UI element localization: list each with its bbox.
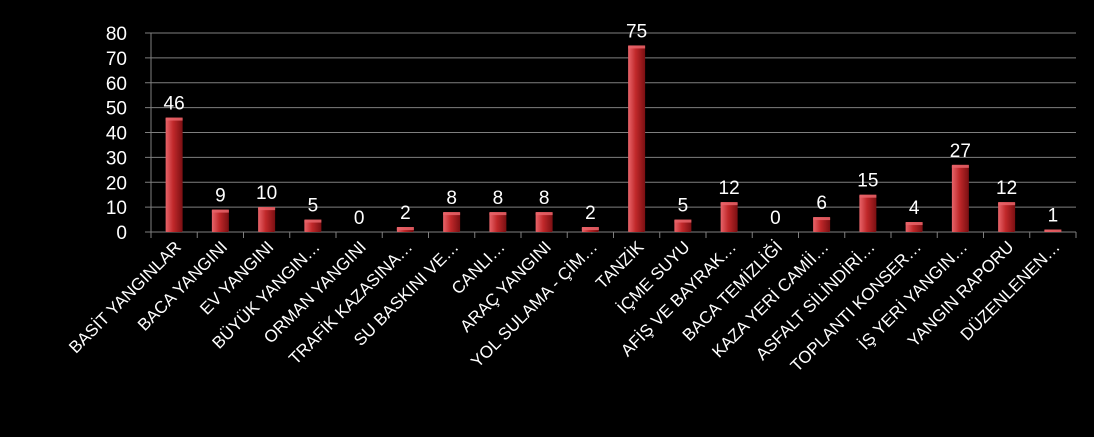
data-label: 8 — [493, 188, 504, 209]
bar — [813, 217, 831, 232]
data-label: 2 — [585, 203, 596, 224]
bar — [304, 219, 322, 232]
y-tick-label: 80 — [106, 24, 127, 45]
data-label: 46 — [164, 94, 185, 115]
y-tick-label: 10 — [106, 198, 127, 219]
bar-top-highlight — [304, 219, 322, 223]
axes — [145, 32, 1077, 238]
y-tick-label: 50 — [106, 99, 127, 120]
bar — [628, 45, 646, 232]
data-labels: 46 9 10 5 0 2 8 8 8 2 75 5 12 0 6 15 4 27 12 1 — [164, 21, 1059, 229]
y-tick-label: 70 — [106, 49, 127, 70]
bar-top-highlight — [396, 227, 414, 231]
data-label: 8 — [539, 188, 550, 209]
bar-top-highlight — [443, 212, 461, 216]
bar — [535, 212, 553, 232]
bar-top-highlight — [1044, 229, 1062, 232]
bar — [998, 202, 1016, 232]
bar — [489, 212, 507, 232]
data-label: 27 — [950, 141, 971, 162]
bar — [165, 117, 183, 232]
data-label: 0 — [354, 208, 365, 229]
bar-top-highlight — [489, 212, 507, 216]
bar-top-highlight — [258, 207, 276, 211]
bar-top-highlight — [535, 212, 553, 216]
bar-top-highlight — [813, 217, 831, 221]
bar-top-highlight — [165, 117, 183, 121]
y-tick-label: 30 — [106, 148, 127, 169]
bar-top-highlight — [905, 222, 923, 226]
data-label: 5 — [678, 196, 689, 217]
y-tick-labels: 0 10 20 30 40 50 60 70 80 — [106, 24, 127, 244]
bar-top-highlight — [859, 194, 877, 198]
data-label: 12 — [996, 178, 1017, 199]
data-label: 9 — [215, 186, 226, 207]
data-label: 10 — [256, 183, 277, 204]
bar-top-highlight — [674, 219, 692, 223]
bar — [674, 219, 692, 232]
bar-top-highlight — [951, 164, 969, 168]
data-label: 8 — [446, 188, 457, 209]
bar-top-highlight — [211, 209, 229, 213]
bar — [443, 212, 461, 232]
data-label: 2 — [400, 203, 411, 224]
bar — [211, 209, 229, 232]
y-tick-label: 60 — [106, 74, 127, 95]
data-label: 12 — [719, 178, 740, 199]
bar-top-highlight — [998, 202, 1016, 206]
bars — [165, 45, 1062, 232]
y-tick-label: 40 — [106, 124, 127, 145]
gridlines — [151, 32, 1076, 208]
bar-top-highlight — [628, 45, 646, 49]
bar — [258, 207, 276, 232]
bar — [859, 194, 877, 232]
data-label: 75 — [626, 21, 647, 42]
bar — [720, 202, 738, 232]
bar-top-highlight — [581, 227, 599, 231]
data-label: 6 — [816, 193, 827, 214]
data-label: 5 — [308, 196, 319, 217]
bar-top-highlight — [720, 202, 738, 206]
data-label: 1 — [1048, 206, 1059, 227]
bar — [951, 164, 969, 232]
data-label: 0 — [770, 208, 781, 229]
y-tick-label: 20 — [106, 173, 127, 194]
data-label: 15 — [857, 171, 878, 192]
y-tick-label: 0 — [116, 223, 127, 244]
data-label: 4 — [909, 198, 920, 219]
